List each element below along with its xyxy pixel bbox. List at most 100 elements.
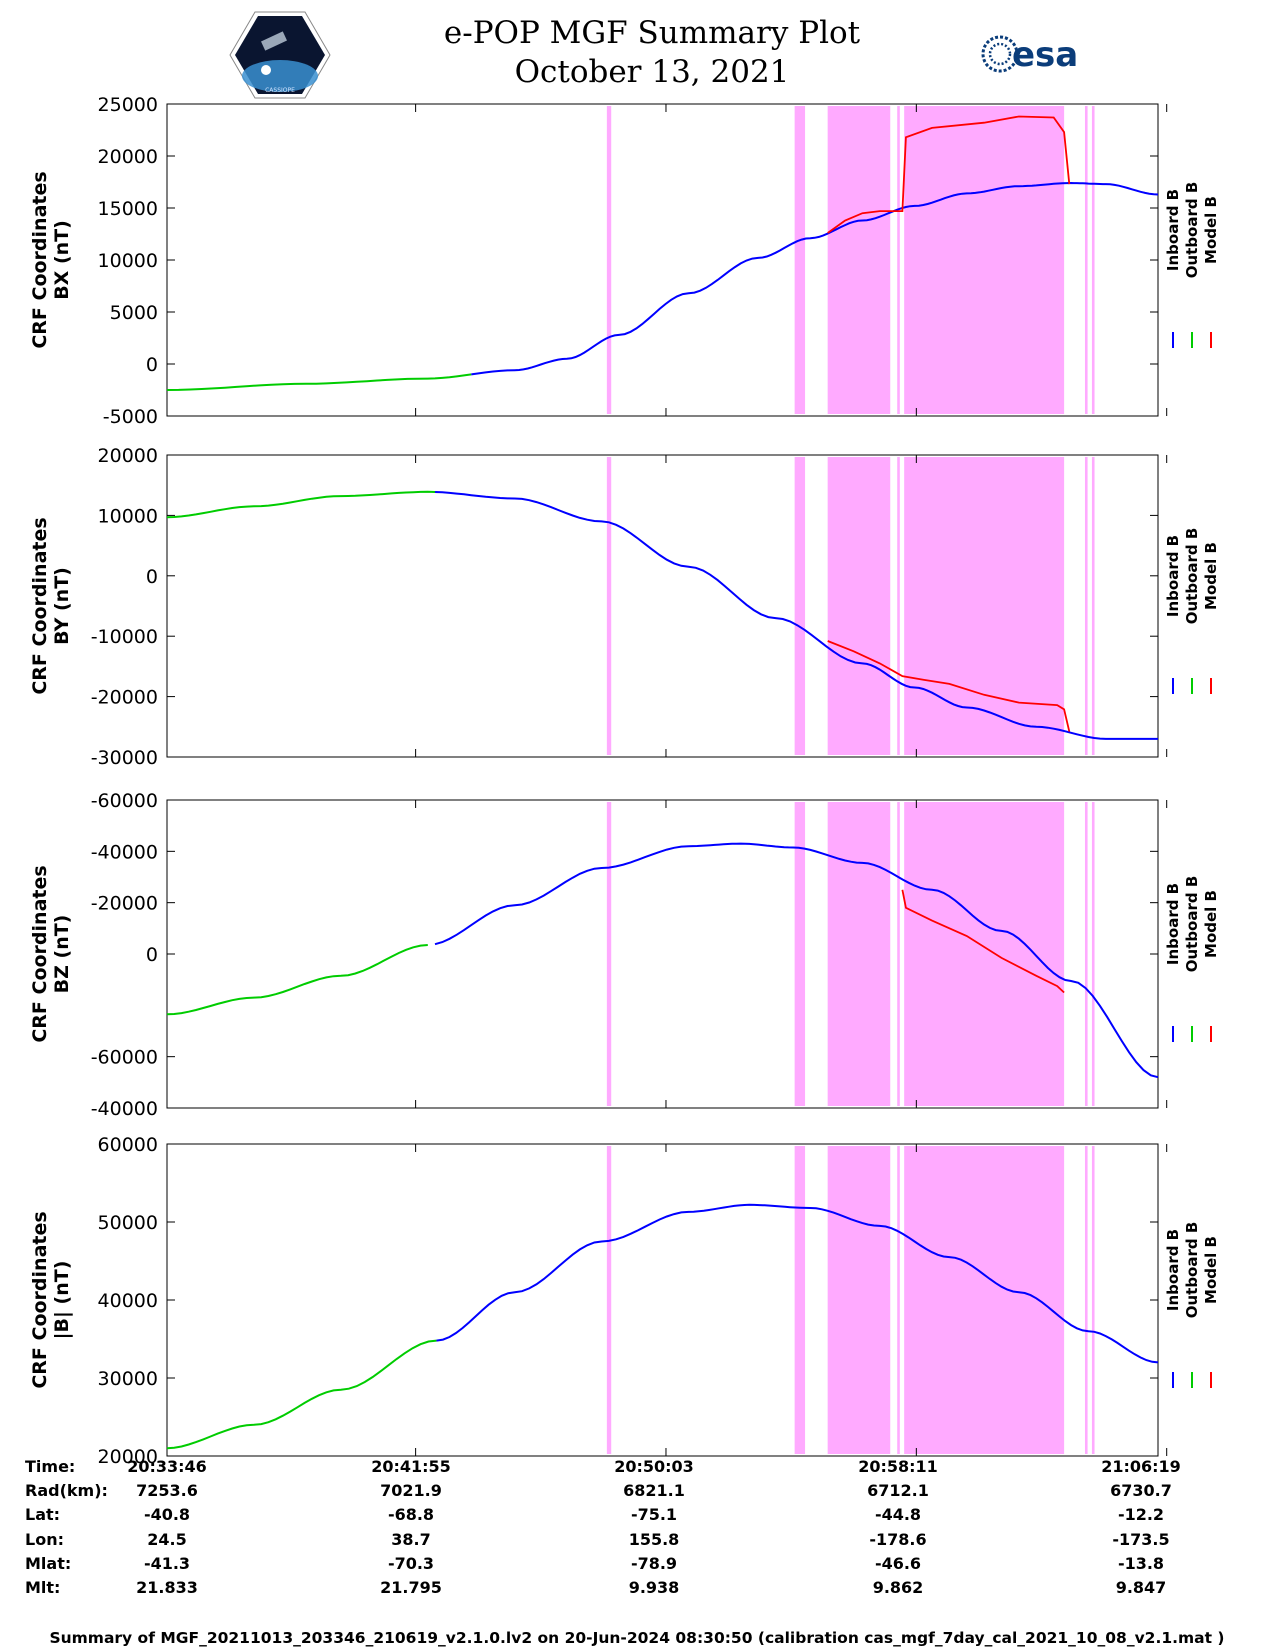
panel-3: -40000 -60000 0 -20000 -40000 -60000 CRF Coord…	[29, 790, 1220, 1120]
y-axis-label-line-2: BZ (nT)	[51, 915, 73, 994]
table-cell: -78.9	[631, 1554, 677, 1573]
shaded-interval-2	[794, 1146, 806, 1454]
table-row-label: Lat:	[25, 1505, 60, 1524]
table-cell: 20:50:03	[614, 1457, 694, 1476]
legend-label-3: Model B	[1202, 542, 1220, 610]
table-cell: -13.8	[1118, 1554, 1164, 1573]
shaded-interval-7	[1091, 1146, 1095, 1454]
legend-label-3: Model B	[1202, 1236, 1220, 1304]
table-cell: 24.5	[147, 1530, 186, 1549]
table-cell: 9.847	[1116, 1578, 1167, 1597]
y-tick-label: 20000	[98, 1446, 158, 1468]
model-series-line	[827, 640, 1071, 732]
shaded-interval-2	[794, 106, 806, 414]
shaded-interval-4	[897, 457, 900, 755]
table-cell: 21:06:19	[1101, 1457, 1181, 1476]
legend-label-1: Inboard B	[1164, 189, 1182, 271]
shaded-interval-6	[1084, 802, 1088, 1106]
model-series-line	[901, 889, 1065, 994]
table-cell: -178.6	[869, 1530, 926, 1549]
table-cell: -70.3	[388, 1554, 434, 1573]
outboard-series-line	[166, 490, 436, 519]
table-cell: 155.8	[629, 1530, 680, 1549]
table-cell: 7253.6	[136, 1481, 198, 1500]
legend-label-2: Outboard B	[1183, 528, 1201, 625]
y-axis-label-line-2: BY (nT)	[51, 567, 73, 645]
shaded-interval-3	[827, 1146, 891, 1454]
shaded-interval-3	[827, 457, 891, 755]
table-cell: 7021.9	[380, 1481, 442, 1500]
shaded-interval-3	[827, 106, 891, 414]
table-row-label: Rad(km):	[25, 1481, 108, 1500]
esa-logo: esa	[981, 35, 1078, 75]
table-cell: 20:58:11	[858, 1457, 938, 1476]
y-tick-label: 5000	[110, 302, 158, 324]
table-row-label: Time:	[25, 1457, 75, 1476]
title-line-2: October 13, 2021	[515, 54, 790, 90]
panel-2: 20000 10000 0 -10000 -20000 -30000 CRF Coordin…	[29, 445, 1220, 769]
y-tick-label: 20000	[98, 146, 158, 168]
table-cell: -173.5	[1112, 1530, 1169, 1549]
shaded-interval-2	[794, 802, 806, 1106]
y-tick-label: 0	[146, 566, 158, 588]
plot-frame	[166, 454, 1159, 758]
table-cell: -12.2	[1118, 1505, 1164, 1524]
model-series-line	[827, 115, 1071, 234]
shaded-interval-1	[606, 802, 612, 1106]
outboard-series-line	[166, 944, 428, 1016]
footer-caption: Summary of MGF_20211013_203346_210619_v2…	[49, 1629, 1224, 1647]
table-cell: 9.938	[629, 1578, 680, 1597]
shaded-interval-1	[606, 106, 612, 414]
legend-label-2: Outboard B	[1183, 876, 1201, 973]
y-tick-label: -20000	[91, 893, 158, 915]
table-cell: -41.3	[144, 1554, 190, 1573]
shaded-interval-5	[904, 106, 1065, 414]
table-cell: -40.8	[144, 1505, 190, 1524]
shaded-interval-6	[1084, 1146, 1088, 1454]
legend-label-2: Outboard B	[1183, 1222, 1201, 1319]
title-line-1: e-POP MGF Summary Plot	[444, 15, 861, 51]
outboard-series-line	[166, 373, 472, 391]
y-tick-label: -60000	[91, 1047, 158, 1069]
shaded-interval-7	[1091, 457, 1095, 755]
panel-4: 60000 50000 40000 30000 20000 CRF Coordinates…	[29, 1134, 1220, 1468]
shaded-interval-5	[904, 802, 1065, 1106]
outboard-series-line	[166, 1339, 437, 1450]
table-cell: -44.8	[875, 1505, 921, 1524]
shaded-interval-7	[1091, 106, 1095, 414]
y-tick-label: -5000	[103, 406, 158, 428]
y-axis-label-line-1: CRF Coordinates	[29, 517, 51, 694]
y-tick-label: 15000	[98, 198, 158, 220]
legend-label-1: Inboard B	[1164, 1229, 1182, 1311]
table-cell: -46.6	[875, 1554, 921, 1573]
y-tick-label: 30000	[98, 1368, 158, 1390]
panel-1: 25000 20000 15000 10000 5000 0 -5000 CRF Coordi…	[29, 94, 1220, 428]
shaded-interval-1	[606, 1146, 612, 1454]
y-tick-label: -40000	[91, 1098, 158, 1120]
y-tick-label: 0	[146, 944, 158, 966]
legend-label-1: Inboard B	[1164, 535, 1182, 617]
y-tick-label: 50000	[98, 1212, 158, 1234]
y-tick-label: -20000	[91, 687, 158, 709]
shaded-interval-4	[897, 106, 900, 414]
shaded-interval-3	[827, 802, 891, 1106]
inboard-series-line	[434, 842, 1159, 1079]
y-axis-label-line-1: CRF Coordinates	[29, 171, 51, 348]
inboard-series-line	[471, 181, 1159, 376]
cassiope-logo-text: CASSIOPE	[265, 87, 295, 94]
table-cell: 6821.1	[623, 1481, 685, 1500]
y-axis-label-line-1: CRF Coordinates	[29, 865, 51, 1042]
table-cell: 6712.1	[867, 1481, 929, 1500]
table-row-label: Lon:	[25, 1530, 64, 1549]
table-row-label: Mlat:	[25, 1554, 71, 1573]
y-tick-label: -30000	[91, 747, 158, 769]
cassiope-logo: CASSIOPE	[229, 11, 331, 99]
table-cell: 20:41:55	[371, 1457, 451, 1476]
table-cell: -68.8	[388, 1505, 434, 1524]
legend-label-3: Model B	[1202, 890, 1220, 958]
shaded-interval-6	[1084, 457, 1088, 755]
y-tick-label: -10000	[91, 626, 158, 648]
shaded-interval-4	[897, 802, 900, 1106]
y-tick-label: 25000	[98, 94, 158, 116]
table-cell: 21.833	[136, 1578, 198, 1597]
